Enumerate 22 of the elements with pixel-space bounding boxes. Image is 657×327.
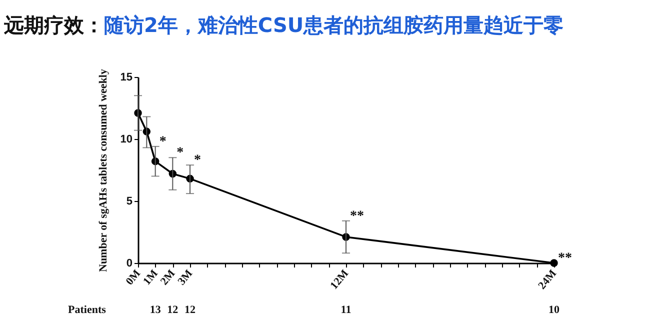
x-tick-label: 0M: [124, 267, 144, 288]
annotation: *: [159, 134, 166, 150]
x-tick-label: 2M: [158, 267, 178, 288]
annotation: **: [350, 208, 364, 224]
chart-subtitle: 随访2年，难治性CSU患者的抗组胺药用量趋近于零: [104, 13, 564, 37]
annotation: *: [194, 153, 201, 168]
text: 11: [340, 304, 352, 316]
text: 12: [184, 304, 196, 316]
annotation: **: [558, 251, 572, 266]
annotation: *: [176, 146, 184, 161]
y-tick-label: 0: [126, 258, 132, 270]
text: 12: [167, 304, 179, 316]
text: 13: [150, 304, 162, 316]
y-axis-title: Number of sgAHs tablets consumed weekly: [97, 68, 110, 272]
y-tick-label: 15: [120, 72, 132, 84]
x-tick-label: 1M: [141, 267, 161, 288]
chart-title: 远期疗效：: [4, 13, 104, 37]
y-tick-label: 5: [126, 196, 132, 208]
y-tick-label: 10: [120, 134, 132, 146]
text: 10: [548, 304, 560, 316]
x-tick-label: 3M: [176, 267, 196, 288]
text: Patients: [68, 304, 107, 316]
